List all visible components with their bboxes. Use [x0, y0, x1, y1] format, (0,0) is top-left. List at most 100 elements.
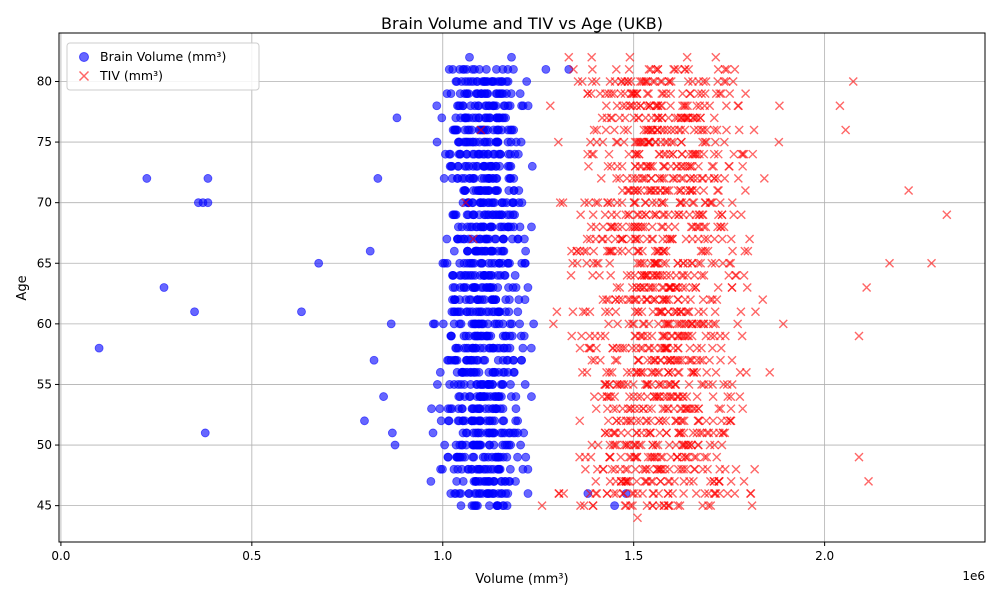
data-point-tiv [643, 186, 653, 196]
data-point-tiv [619, 440, 629, 450]
data-point-tiv [682, 392, 692, 402]
data-point-tiv [743, 246, 753, 256]
data-point-brain-volume [203, 198, 213, 208]
data-point-brain-volume [439, 174, 449, 183]
data-point-tiv [611, 137, 621, 147]
data-point-tiv [717, 440, 727, 450]
data-point-tiv [662, 137, 672, 147]
data-point-brain-volume [442, 234, 452, 244]
data-point-brain-volume [491, 295, 501, 305]
data-point-brain-volume [472, 89, 482, 98]
data-point-tiv [615, 173, 625, 183]
data-point-brain-volume [475, 464, 484, 474]
data-point-tiv [682, 52, 692, 62]
data-point-tiv [650, 367, 660, 377]
data-point-brain-volume [527, 222, 536, 232]
data-point-brain-volume [468, 77, 478, 86]
data-point-brain-volume [504, 307, 514, 317]
data-point-tiv [708, 428, 718, 438]
data-point-tiv [615, 283, 625, 292]
data-point-tiv [575, 246, 585, 256]
data-point-tiv [716, 355, 725, 365]
data-point-tiv [720, 464, 730, 474]
data-point-tiv [635, 283, 645, 292]
data-point-tiv [724, 258, 734, 268]
data-point-tiv [681, 283, 691, 292]
data-point-tiv [631, 452, 640, 462]
data-point-tiv [643, 331, 652, 341]
data-point-tiv [646, 355, 656, 365]
data-point-brain-volume [499, 198, 509, 208]
data-point-tiv [688, 283, 698, 292]
data-point-tiv [552, 307, 562, 317]
data-point-tiv [564, 52, 574, 62]
data-point-tiv [685, 89, 695, 99]
data-point-tiv [537, 501, 547, 511]
data-point-tiv [684, 355, 694, 365]
data-point-brain-volume [523, 283, 533, 292]
data-point-tiv [683, 307, 693, 317]
data-point-tiv [715, 198, 725, 208]
data-point-tiv [671, 440, 681, 450]
data-point-tiv [644, 64, 654, 74]
data-point-tiv [710, 137, 720, 147]
data-point-tiv [622, 440, 632, 450]
data-point-tiv [603, 198, 613, 208]
data-point-brain-volume [390, 440, 400, 450]
data-point-tiv [647, 367, 657, 377]
data-point-tiv [661, 343, 671, 353]
data-point-tiv [679, 428, 689, 438]
data-point-tiv [715, 222, 725, 232]
data-point-tiv [713, 210, 723, 220]
data-point-brain-volume [516, 440, 525, 450]
data-point-tiv [633, 355, 643, 365]
data-point-brain-volume [510, 149, 520, 159]
data-point-brain-volume [494, 489, 504, 498]
data-point-tiv [691, 489, 701, 499]
data-point-brain-volume [493, 125, 503, 135]
data-point-tiv [619, 137, 629, 147]
data-point-brain-volume [478, 452, 488, 462]
data-point-tiv [675, 404, 685, 414]
data-point-tiv [709, 149, 719, 159]
data-point-brain-volume [513, 416, 523, 426]
data-point-tiv [627, 319, 637, 329]
data-point-tiv [637, 173, 647, 183]
data-point-tiv [628, 222, 638, 232]
data-point-tiv [623, 125, 633, 135]
data-point-tiv [709, 125, 719, 135]
data-point-tiv [633, 173, 643, 183]
data-point-tiv [587, 76, 597, 86]
data-point-tiv [622, 367, 632, 377]
data-point-tiv [665, 270, 675, 280]
data-point-tiv [663, 319, 673, 329]
data-point-tiv [642, 355, 652, 365]
data-point-brain-volume [473, 440, 483, 450]
data-point-brain-volume [461, 295, 471, 305]
data-point-brain-volume [453, 161, 463, 171]
data-point-brain-volume [462, 64, 472, 74]
data-point-tiv [658, 161, 668, 171]
data-point-brain-volume [494, 307, 504, 317]
data-point-brain-volume [485, 137, 495, 147]
data-point-tiv [648, 283, 658, 292]
data-point-brain-volume [369, 355, 379, 365]
data-point-tiv [613, 319, 623, 329]
data-point-brain-volume [497, 477, 507, 486]
data-point-tiv [642, 428, 652, 438]
data-point-tiv [841, 125, 851, 135]
data-point-tiv [605, 258, 615, 268]
data-point-brain-volume [200, 428, 210, 438]
data-point-tiv [654, 464, 664, 474]
data-point-tiv [678, 89, 688, 99]
data-point-tiv [618, 404, 628, 414]
data-point-brain-volume [509, 222, 519, 232]
data-point-tiv [701, 222, 711, 232]
data-point-tiv [698, 173, 708, 183]
data-point-tiv [710, 258, 720, 268]
data-point-tiv [585, 343, 595, 353]
data-point-tiv [691, 283, 701, 292]
data-point-brain-volume [435, 367, 445, 377]
data-point-tiv [545, 101, 555, 111]
data-point-tiv [681, 113, 691, 123]
